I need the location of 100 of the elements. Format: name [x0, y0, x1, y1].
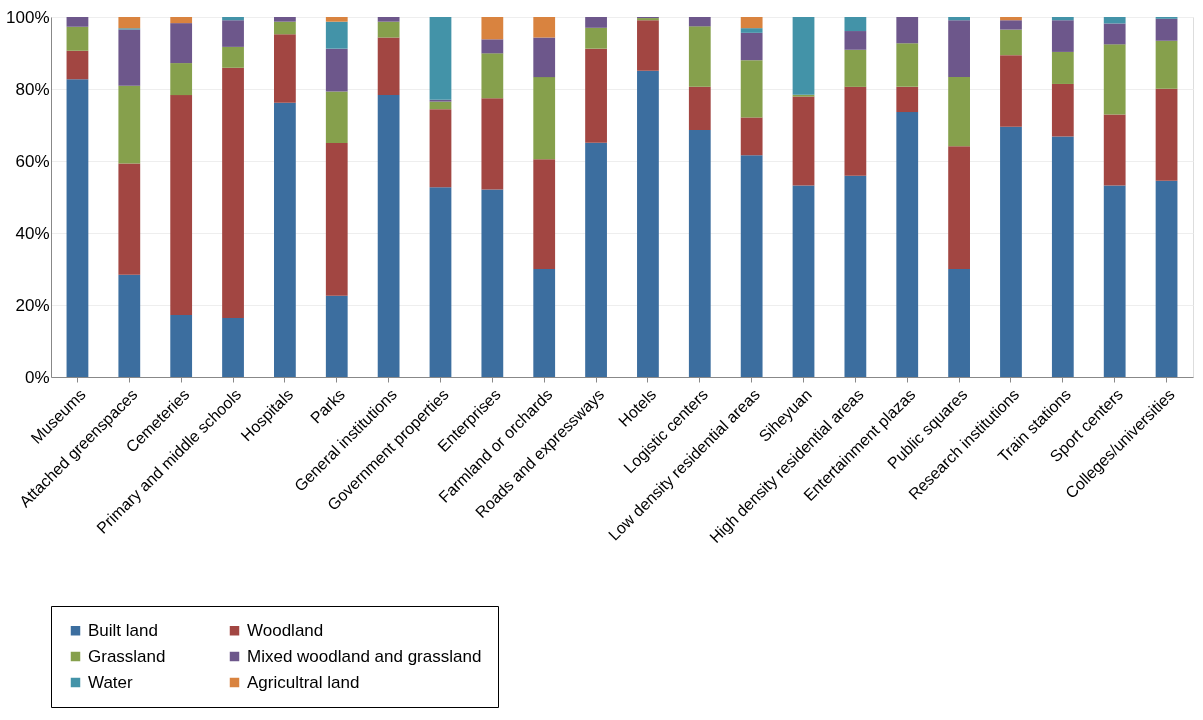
bar — [481, 39, 504, 54]
bar — [274, 102, 296, 377]
bar — [844, 175, 867, 377]
bar — [740, 155, 763, 377]
bar — [792, 185, 815, 377]
bar — [740, 28, 763, 33]
bar — [637, 70, 659, 377]
bar — [222, 67, 244, 318]
bar — [740, 32, 763, 61]
bar — [792, 96, 815, 186]
bar — [170, 95, 193, 316]
bar — [66, 79, 89, 377]
bar — [1103, 17, 1126, 24]
bar — [533, 77, 556, 160]
bar — [1103, 44, 1126, 115]
bar — [222, 20, 244, 47]
legend-label: Mixed woodland and grassland — [247, 646, 482, 666]
bar — [170, 17, 193, 24]
bar — [533, 37, 556, 78]
bar — [1155, 40, 1178, 89]
bar — [325, 295, 348, 377]
bar — [948, 77, 970, 147]
bar — [118, 163, 141, 275]
bar — [948, 20, 970, 78]
bar — [1103, 185, 1126, 377]
bar — [585, 48, 607, 143]
y-tick-label: 100% — [6, 7, 50, 27]
bar — [377, 21, 400, 38]
bar — [325, 17, 348, 22]
bar — [377, 17, 400, 22]
y-tick-label: 80% — [15, 79, 50, 99]
bar — [222, 46, 244, 68]
bar — [896, 43, 919, 87]
bar — [533, 159, 556, 269]
bar — [1000, 17, 1022, 21]
bar — [66, 50, 89, 80]
bar — [1000, 29, 1022, 56]
bar — [740, 60, 763, 118]
bar — [170, 315, 193, 377]
y-tick-label: 40% — [15, 223, 50, 243]
bar — [688, 130, 711, 377]
bar — [170, 63, 193, 96]
bar — [66, 26, 89, 51]
bar — [1155, 18, 1178, 41]
bar — [481, 17, 504, 40]
bar — [948, 269, 970, 377]
legend-label: Grassland — [88, 646, 166, 666]
bar — [1000, 55, 1022, 127]
bar — [274, 34, 296, 103]
bar — [948, 17, 970, 21]
bar — [481, 189, 504, 377]
legend-label: Woodland — [247, 620, 324, 640]
bar — [274, 17, 296, 22]
bar — [377, 95, 400, 377]
bar — [740, 117, 763, 156]
bar — [844, 31, 867, 50]
bar — [481, 53, 504, 99]
bar — [1000, 126, 1022, 377]
bar — [118, 85, 141, 164]
legend-label: Built land — [88, 620, 158, 640]
bar — [325, 48, 348, 92]
bar — [533, 17, 556, 38]
bar — [792, 17, 815, 95]
y-tick-label: 0% — [24, 367, 50, 387]
bar — [585, 17, 607, 28]
y-tick-label: 20% — [15, 295, 50, 315]
legend-label: Water — [88, 672, 134, 692]
legend-label: Agricultral land — [247, 672, 360, 692]
bar — [896, 17, 919, 44]
y-tick-label: 60% — [15, 151, 50, 171]
bar — [1051, 20, 1074, 52]
bar — [118, 17, 141, 29]
bar — [1051, 51, 1074, 84]
bar — [688, 86, 711, 131]
bar — [325, 21, 348, 49]
bar — [844, 86, 867, 176]
bar — [1155, 88, 1178, 181]
bar — [896, 86, 919, 113]
bar — [1051, 83, 1074, 137]
bar — [429, 109, 452, 188]
bar — [533, 269, 556, 377]
bar — [274, 21, 296, 35]
bar — [66, 17, 89, 27]
bar — [844, 17, 867, 32]
bar — [429, 187, 452, 377]
bar — [170, 23, 193, 64]
bar — [1051, 17, 1074, 21]
bar — [377, 37, 400, 96]
bar — [637, 20, 659, 71]
bar — [429, 17, 452, 100]
bar — [1000, 20, 1022, 30]
bar — [1103, 23, 1126, 45]
bar — [1051, 136, 1074, 377]
bar — [222, 17, 244, 21]
bar — [948, 146, 970, 269]
bar — [1103, 114, 1126, 186]
bar — [896, 112, 919, 377]
bar — [585, 142, 607, 377]
bar — [118, 29, 141, 86]
bar — [325, 91, 348, 143]
